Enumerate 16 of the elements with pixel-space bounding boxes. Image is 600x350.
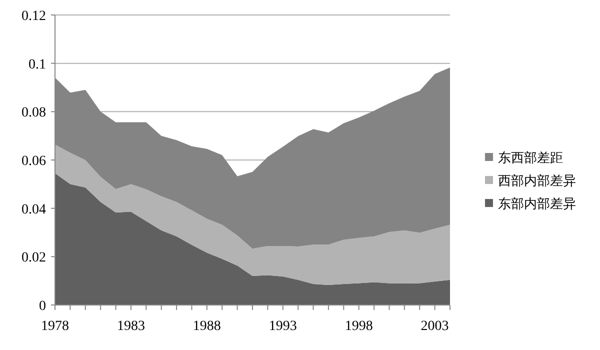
x-tick-label: 2003	[420, 319, 449, 334]
y-tick-label: 0.12	[22, 9, 46, 24]
legend-label: 东部内部差异	[498, 196, 576, 211]
y-tick-label: 0.06	[22, 154, 46, 169]
x-tick-label: 1988	[192, 319, 221, 334]
legend-label: 西部内部差异	[498, 173, 576, 188]
x-tick-label: 1983	[116, 319, 145, 334]
legend-label: 东西部差距	[498, 150, 563, 165]
x-tick-label: 1978	[41, 319, 69, 334]
y-tick-label: 0	[39, 299, 46, 314]
y-tick-label: 0.02	[22, 250, 46, 266]
y-tick-label: 0.04	[22, 202, 46, 218]
x-tick-label: 1998	[344, 319, 373, 334]
y-tick-label: 0.1	[28, 57, 46, 72]
x-tick-label: 1993	[268, 319, 297, 334]
y-tick-label: 0.08	[22, 106, 46, 121]
